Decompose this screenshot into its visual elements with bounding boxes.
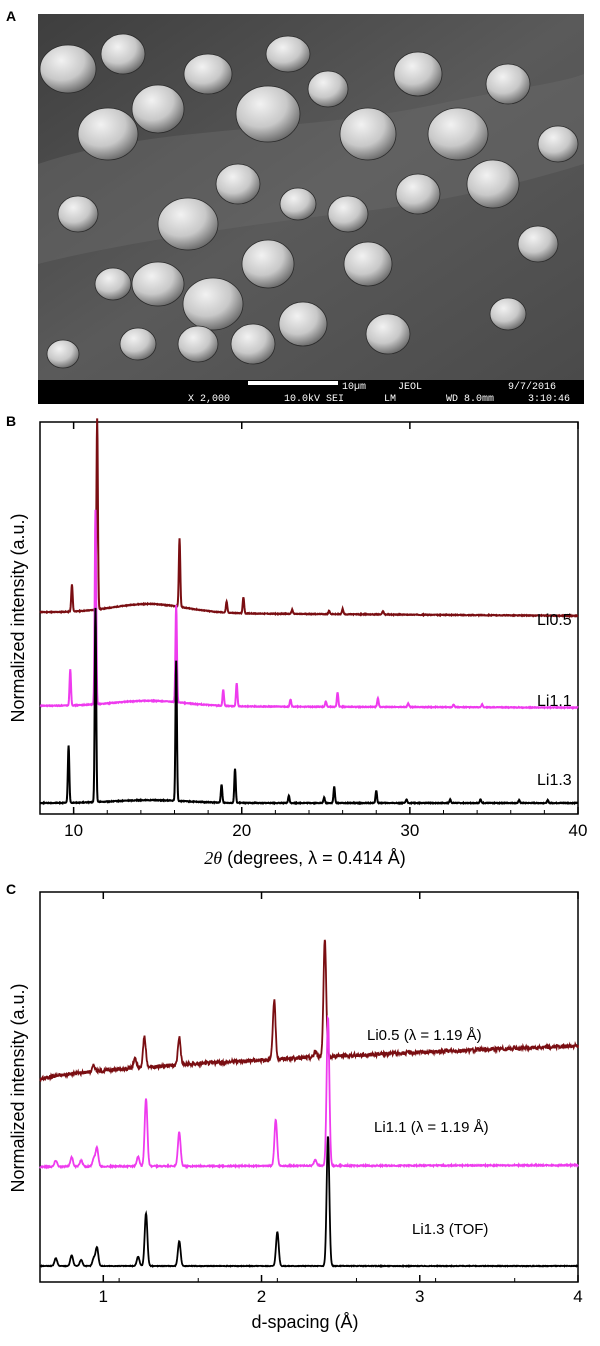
neutron-chart: 1 2 3 4 Li0.5 (λ = 1.19 Å) Li1.1 (λ = 1.19 … bbox=[8, 891, 583, 1332]
sem-grain bbox=[119, 327, 157, 361]
sem-grain bbox=[395, 173, 441, 215]
sem-brand-text: JEOL bbox=[398, 382, 422, 393]
chart-b-xlabel: 2θ (degrees, λ = 0.414 Å) bbox=[204, 848, 405, 868]
x-tick-label: 1 bbox=[99, 1287, 108, 1306]
series-line-Li13 bbox=[39, 607, 579, 806]
sem-grain bbox=[77, 107, 139, 161]
sem-grain bbox=[485, 63, 531, 105]
x-tick-label: 10 bbox=[64, 821, 83, 840]
chart-c-series-label-li13: Li1.3 (TOF) bbox=[412, 1221, 488, 1238]
sem-wd-text: WD 8.0mm bbox=[446, 394, 494, 404]
sem-scale-bar bbox=[248, 381, 338, 385]
chart-c-frame bbox=[39, 891, 579, 1283]
sem-grain bbox=[489, 297, 527, 331]
sem-grain bbox=[100, 33, 146, 75]
sem-grain bbox=[466, 159, 520, 209]
sem-grain bbox=[517, 225, 559, 263]
sem-grain bbox=[131, 84, 185, 134]
chart-c-series-label-li05: Li0.5 (λ = 1.19 Å) bbox=[367, 1027, 482, 1044]
x-tick-label: 20 bbox=[232, 821, 251, 840]
sem-time-text: 3:10:46 bbox=[528, 394, 570, 404]
sem-magnification-text: X 2,000 bbox=[188, 394, 230, 404]
sem-mode-text: LM bbox=[384, 394, 396, 404]
series-line-Li05 bbox=[39, 939, 579, 1082]
x-tick-label: 30 bbox=[400, 821, 419, 840]
series-line-Li11 bbox=[39, 509, 579, 710]
sem-micrograph: 10µm JEOL 9/7/2016 X 2,000 10.0kV SEI LM… bbox=[38, 14, 584, 404]
sem-grain bbox=[278, 301, 328, 347]
series-line-Li11 bbox=[39, 1014, 579, 1170]
sem-grain bbox=[343, 241, 393, 287]
chart-c-ylabel: Normalized intensity (a.u.) bbox=[8, 983, 28, 1192]
sem-grain bbox=[94, 267, 132, 301]
x-tick-label: 3 bbox=[415, 1287, 424, 1306]
sem-grain bbox=[39, 44, 97, 94]
panel-label-a: A bbox=[6, 8, 17, 24]
sem-grain bbox=[365, 313, 411, 355]
sem-grain bbox=[265, 35, 311, 73]
chart-b-frame bbox=[39, 421, 579, 815]
x-tick-label: 40 bbox=[569, 821, 588, 840]
sem-grain bbox=[183, 53, 233, 95]
chart-c-series-label-li11: Li1.1 (λ = 1.19 Å) bbox=[374, 1119, 489, 1136]
x-tick-label: 2 bbox=[257, 1287, 266, 1306]
sem-grain bbox=[157, 197, 219, 251]
sem-grain bbox=[241, 239, 295, 289]
sem-grain bbox=[235, 85, 301, 143]
chart-c-ticks: 1 2 3 4 bbox=[39, 892, 583, 1306]
panel-label-b: B bbox=[6, 413, 17, 429]
particle-grains bbox=[39, 33, 579, 369]
chart-c-series bbox=[39, 939, 579, 1268]
series-line-Li13 bbox=[39, 1136, 579, 1268]
sem-date-text: 9/7/2016 bbox=[508, 381, 556, 393]
sem-grain bbox=[339, 107, 397, 161]
sem-grain bbox=[131, 261, 185, 307]
sem-grain bbox=[230, 323, 276, 365]
sem-grain bbox=[57, 195, 99, 233]
chart-b-series-label-li05: Li0.5 bbox=[537, 612, 572, 629]
panel-label-c: C bbox=[6, 881, 17, 897]
sem-grain bbox=[307, 70, 349, 108]
sem-voltage-text: 10.0kV SEI bbox=[284, 393, 344, 404]
sem-grain bbox=[279, 187, 317, 221]
chart-b-xlabel-rest: (degrees, λ = 0.414 Å) bbox=[222, 848, 406, 868]
sem-grain bbox=[46, 339, 80, 369]
chart-b-series-label-li13: Li1.3 bbox=[537, 772, 572, 789]
chart-b-ticks: 10 20 30 40 bbox=[39, 422, 588, 840]
chart-c-xlabel: d-spacing (Å) bbox=[251, 1312, 358, 1332]
sem-grain bbox=[327, 195, 369, 233]
xrd-chart: 10 20 30 40 Li0.5 Li1.1 Li1.3 Normalized in… bbox=[8, 418, 588, 868]
sem-grain bbox=[393, 51, 443, 97]
sem-grain bbox=[427, 107, 489, 161]
chart-b-series-label-li11: Li1.1 bbox=[537, 693, 572, 710]
chart-b-ylabel: Normalized intensity (a.u.) bbox=[8, 513, 28, 722]
sem-grain bbox=[537, 125, 579, 163]
chart-b-xlabel-theta: 2θ bbox=[204, 848, 222, 868]
series-line-Li05 bbox=[39, 418, 579, 619]
sem-scale-text: 10µm bbox=[342, 382, 366, 393]
x-tick-label: 4 bbox=[573, 1287, 582, 1306]
sem-grain bbox=[182, 277, 244, 331]
chart-b-series bbox=[39, 418, 579, 806]
sem-grain bbox=[177, 325, 219, 363]
sem-grain bbox=[215, 163, 261, 205]
